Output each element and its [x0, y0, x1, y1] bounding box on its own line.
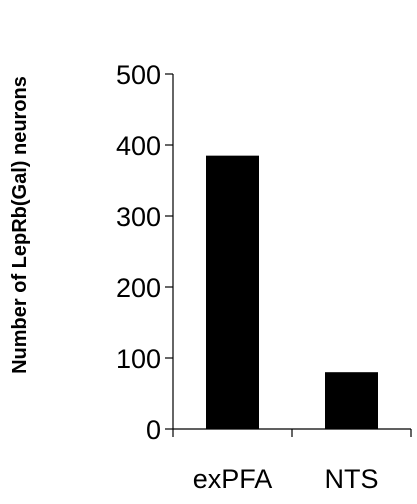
y-axis-label: Number of LepRb(Gal) neurons — [9, 76, 31, 374]
x-axis: exPFA NTS — [172, 428, 412, 494]
bars — [206, 155, 378, 429]
x-category-label: exPFA — [193, 464, 273, 494]
y-tick-label: 500 — [116, 60, 161, 90]
x-category-label: NTS — [325, 464, 379, 494]
bar-nts — [325, 372, 378, 429]
bar-expfa — [206, 155, 259, 429]
y-tick-label: 100 — [116, 344, 161, 374]
y-tick-label: 300 — [116, 202, 161, 232]
y-tick-label: 200 — [116, 273, 161, 303]
y-tick-label: 0 — [146, 415, 161, 445]
y-axis: 0 100 200 300 400 500 — [116, 60, 174, 445]
y-tick-label: 400 — [116, 131, 161, 161]
